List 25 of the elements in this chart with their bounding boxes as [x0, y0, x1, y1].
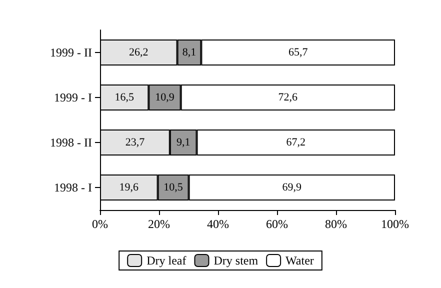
legend-label: Dry leaf [146, 254, 186, 268]
data-label: 16,5 [114, 92, 134, 104]
y-tick-label: 1999 - I [54, 90, 92, 104]
data-label: 19,6 [119, 182, 140, 194]
legend-label: Water [286, 254, 314, 268]
data-label: 65,7 [288, 46, 308, 58]
x-tick-label: 0% [92, 217, 108, 231]
data-label: 72,6 [278, 92, 298, 104]
data-label: 67,2 [286, 136, 306, 148]
x-tick-label: 100% [381, 217, 409, 231]
x-tick-label: 40% [207, 217, 229, 231]
data-label: 26,2 [129, 46, 148, 58]
data-label: 69,9 [282, 182, 302, 194]
x-tick-label: 80% [325, 217, 347, 231]
y-tick-label: 1998 - I [54, 180, 92, 194]
data-label: 9,1 [176, 136, 190, 148]
data-label: 10,5 [164, 182, 184, 194]
legend-label: Dry stem [214, 254, 259, 268]
data-label: 8,1 [182, 46, 196, 58]
y-tick-label: 1998 - II [50, 136, 92, 150]
x-tick-label: 20% [148, 217, 170, 231]
data-label: 10,9 [155, 92, 175, 104]
data-label: 23,7 [125, 136, 146, 148]
x-tick-label: 60% [266, 217, 288, 231]
y-tick-label: 1999 - II [50, 46, 92, 60]
